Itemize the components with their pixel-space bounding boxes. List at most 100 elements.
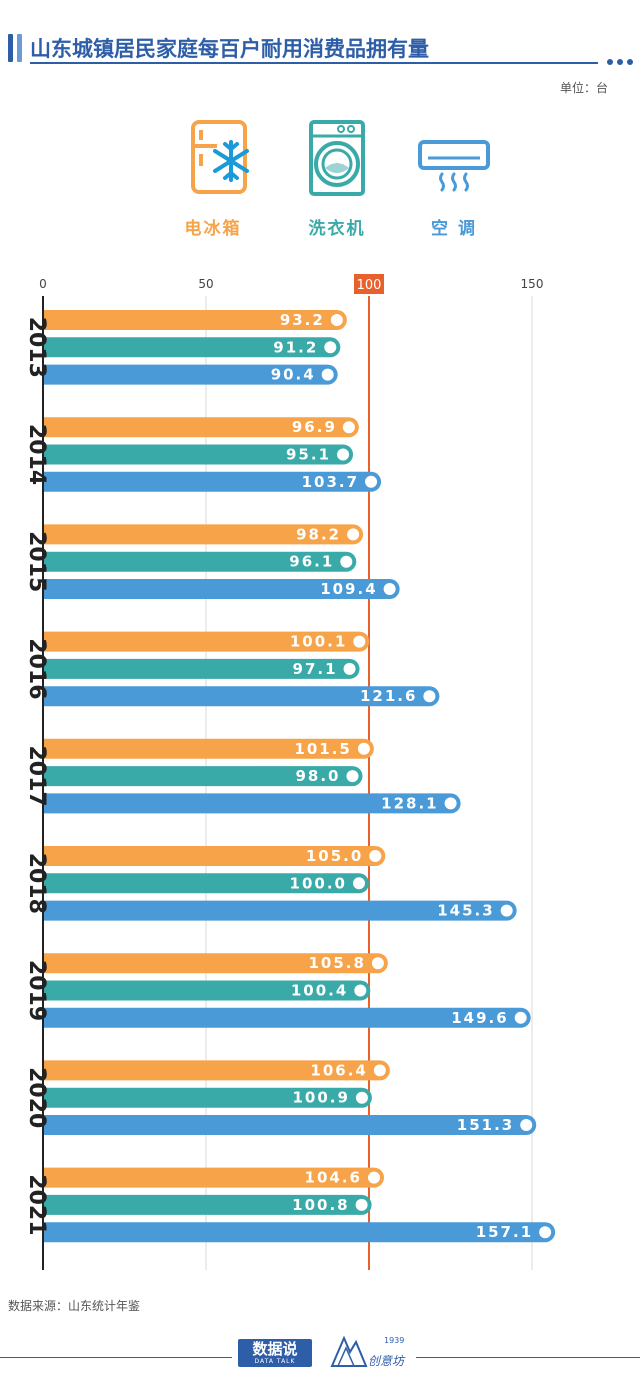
data-label-2018-0: 105.0 xyxy=(306,847,363,865)
bar-2018-0 xyxy=(43,846,386,866)
bar-2014-0 xyxy=(43,417,359,438)
category-label-2013: 2013 xyxy=(24,317,49,378)
data-label-2020-2: 151.3 xyxy=(457,1116,514,1134)
data-label-2019-1: 100.4 xyxy=(291,982,348,1000)
bar-2019-1 xyxy=(43,980,371,1001)
data-label-2021-2: 157.1 xyxy=(476,1223,533,1241)
reference-tick-box xyxy=(354,274,384,294)
brand-sub-text: DATA TALK xyxy=(254,1358,296,1365)
bar-end-dot-2013-0 xyxy=(330,314,343,326)
bar-end-dot-2014-1 xyxy=(337,448,350,461)
bar-end-dot-2013-1 xyxy=(324,341,337,354)
bar-2021-1 xyxy=(43,1194,372,1215)
header-divider xyxy=(30,62,598,64)
x-tick-label-0: 0 xyxy=(39,277,47,291)
legend-label-air-conditioner: 空 调 xyxy=(431,219,477,239)
bar-2016-1 xyxy=(43,658,360,679)
bar-2015-2 xyxy=(43,579,400,599)
bar-end-dot-2018-0 xyxy=(369,850,382,862)
bar-end-dot-2016-0 xyxy=(353,635,366,648)
x-tick-label-50: 50 xyxy=(198,277,213,291)
bar-2013-1 xyxy=(43,337,341,358)
bar-2020-2 xyxy=(43,1115,537,1135)
category-label-2019: 2019 xyxy=(24,960,49,1021)
header-dot-3 xyxy=(627,59,633,65)
data-label-2013-1: 91.2 xyxy=(273,338,318,356)
data-label-2014-1: 95.1 xyxy=(286,446,331,464)
bar-end-dot-2015-0 xyxy=(347,528,360,541)
bar-end-dot-2013-2 xyxy=(321,368,334,381)
bar-end-dot-2021-2 xyxy=(539,1226,552,1239)
bar-2017-1 xyxy=(43,766,363,787)
partner-logo-icon xyxy=(330,1335,368,1367)
legend-item-washing-machine: 洗衣机 xyxy=(292,118,382,239)
category-label-2014: 2014 xyxy=(24,424,49,485)
data-label-2013-0: 93.2 xyxy=(280,311,325,329)
data-label-2017-2: 128.1 xyxy=(381,794,438,812)
data-source: 数据来源：山东统计年鉴 xyxy=(8,1299,141,1313)
footer-line-right xyxy=(416,1357,640,1358)
data-label-2016-0: 100.1 xyxy=(290,633,347,651)
category-label-2015: 2015 xyxy=(24,531,49,592)
bar-2015-0 xyxy=(43,524,364,545)
data-label-2014-0: 96.9 xyxy=(292,418,337,436)
bar-2021-2 xyxy=(43,1222,556,1243)
bar-end-dot-2020-0 xyxy=(373,1064,386,1077)
data-label-2017-1: 98.0 xyxy=(295,767,340,785)
bar-end-dot-2018-1 xyxy=(353,877,365,890)
bar-end-dot-2015-2 xyxy=(383,583,396,595)
data-label-2020-1: 100.9 xyxy=(292,1089,349,1107)
air-conditioner-icon xyxy=(418,140,490,192)
header-dot-2 xyxy=(617,59,623,65)
category-label-2016: 2016 xyxy=(24,638,49,699)
bar-end-dot-2021-0 xyxy=(367,1171,380,1184)
category-label-2021: 2021 xyxy=(24,1174,49,1235)
partner-name: 创意坊 xyxy=(368,1354,405,1368)
bar-end-dot-2021-1 xyxy=(355,1198,368,1211)
data-label-2018-2: 145.3 xyxy=(437,902,494,920)
bar-2021-0 xyxy=(43,1167,384,1188)
data-label-2016-1: 97.1 xyxy=(293,660,338,678)
data-label-2019-2: 149.6 xyxy=(451,1009,508,1027)
bar-2013-0 xyxy=(43,310,347,330)
data-label-2014-2: 103.7 xyxy=(302,473,359,491)
brand-logo: 数据说 DATA TALK xyxy=(238,1339,312,1367)
data-label-2016-2: 121.6 xyxy=(360,687,417,705)
category-label-2017: 2017 xyxy=(24,745,49,806)
data-label-2013-2: 90.4 xyxy=(271,366,316,384)
bar-end-dot-2016-2 xyxy=(423,690,436,703)
header-accent-bar-2 xyxy=(17,34,22,62)
bar-end-dot-2017-0 xyxy=(357,742,370,755)
bar-end-dot-2017-2 xyxy=(444,797,457,810)
brand-main-text: 数据说 xyxy=(252,1340,298,1358)
bar-2019-2 xyxy=(43,1007,531,1028)
bar-end-dot-2015-1 xyxy=(340,555,353,568)
partner-year: 1939 xyxy=(384,1336,405,1345)
header-dot-1 xyxy=(607,59,613,65)
bar-2017-0 xyxy=(43,738,374,759)
legend-label-refrigerator: 电冰箱 xyxy=(184,219,242,239)
data-label-2019-0: 105.8 xyxy=(308,954,365,972)
data-label-2021-1: 100.8 xyxy=(292,1196,349,1214)
bar-chart: 0 50 100 150 93.2 91.2 90.4 2013 96.9 95.1 103.7 20… xyxy=(24,274,556,1270)
data-label-2018-1: 100.0 xyxy=(290,874,347,892)
legend-item-refrigerator: 电冰箱 xyxy=(168,118,258,239)
category-label-2018: 2018 xyxy=(24,853,49,914)
legend-label-washing-machine: 洗衣机 xyxy=(308,219,366,239)
bar-end-dot-2014-0 xyxy=(342,421,355,434)
bar-end-dot-2014-2 xyxy=(365,475,378,488)
data-label-2015-0: 98.2 xyxy=(296,525,341,543)
bar-2020-1 xyxy=(43,1087,372,1108)
refrigerator-icon xyxy=(191,120,249,194)
bar-2017-2 xyxy=(43,793,461,814)
bar-end-dot-2017-1 xyxy=(346,770,359,783)
data-label-2021-0: 104.6 xyxy=(305,1169,362,1187)
bar-2019-0 xyxy=(43,953,388,974)
unit-label: 单位：台 xyxy=(559,81,608,95)
bar-end-dot-2020-2 xyxy=(520,1119,533,1131)
bar-2014-1 xyxy=(43,444,354,465)
data-label-2015-1: 96.1 xyxy=(289,553,334,571)
bar-2014-2 xyxy=(43,471,382,492)
bar-2020-0 xyxy=(43,1060,390,1081)
footer-line-left xyxy=(0,1357,232,1358)
